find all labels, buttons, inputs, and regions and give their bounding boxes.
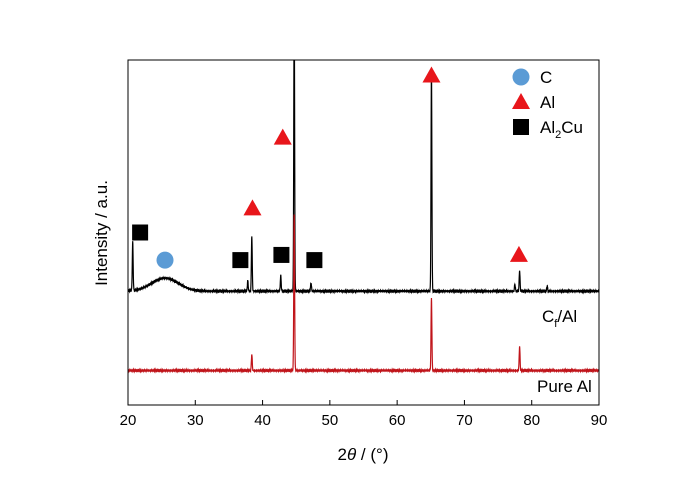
x-axis-ticks: 20 30 40 50 60 70 80 90 [120,400,608,429]
legend-label: C [540,68,552,87]
x-tick-label: 30 [187,412,204,429]
marker-square [306,252,323,269]
x-tick-label: 60 [389,412,406,429]
legend-symbol-circle [512,68,530,86]
marker-circle [156,251,174,269]
marker-triangle [509,245,528,262]
series-label-cf-al: Cf/Al [542,307,577,330]
series-line-1 [128,214,599,374]
series-line-0 [128,60,599,295]
x-tick-label: 70 [456,412,473,429]
y-axis-label: Intensity / a.u. [92,180,111,286]
legend-symbol-triangle [512,93,530,109]
marker-square [232,252,249,269]
marker-triangle [422,66,441,83]
x-axis-label: 2θ / (°) [338,445,389,464]
x-tick-label: 90 [591,412,608,429]
x-tick-label: 20 [120,412,137,429]
legend-symbol-square [513,119,529,135]
marker-triangle [273,128,292,145]
series-label-pure-al: Pure Al [537,377,592,396]
plot-frame [127,59,600,406]
x-tick-label: 80 [523,412,540,429]
marker-triangle [243,199,262,216]
legend-label: Al2Cu [540,118,583,141]
plot-lines [128,60,599,374]
marker-layer [132,66,528,269]
x-tick-label: 50 [322,412,339,429]
legend-label: Al [540,93,555,112]
x-tick-label: 40 [254,412,271,429]
marker-square [132,224,149,241]
marker-square [273,246,290,263]
legend: C Al Al2Cu [512,68,583,141]
